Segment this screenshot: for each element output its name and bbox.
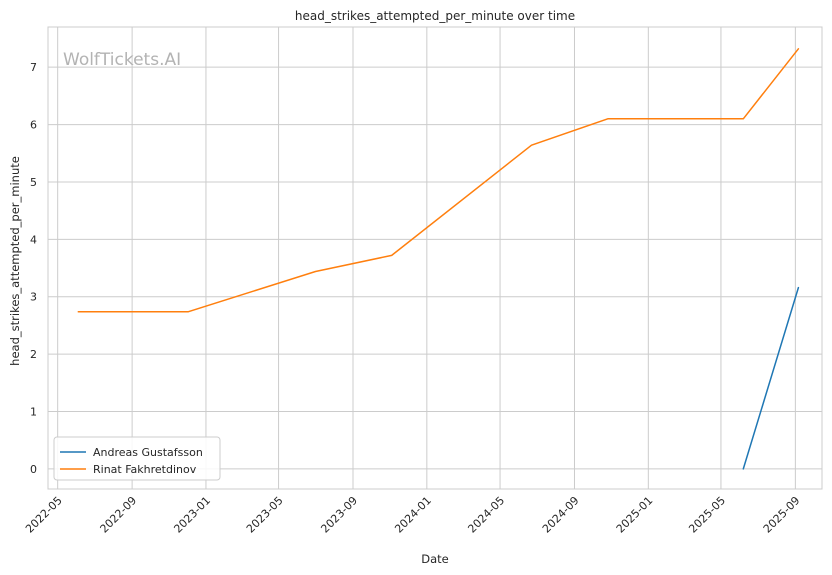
series-line-1: [77, 48, 800, 313]
series-layer: [77, 48, 800, 470]
legend-label: Andreas Gustafsson: [93, 446, 203, 459]
y-tick-label: 0: [30, 463, 37, 476]
y-axis-title: head_strikes_attempted_per_minute: [8, 156, 22, 366]
series-line-0: [742, 286, 800, 470]
legend-box: [53, 436, 221, 481]
y-tick-label: 7: [30, 61, 37, 74]
x-axis-title: Date: [421, 552, 449, 566]
y-tick-label: 2: [30, 348, 37, 361]
y-tick-label: 4: [30, 233, 37, 246]
chart-title: head_strikes_attempted_per_minute over t…: [295, 9, 575, 23]
legend-label: Rinat Fakhretdinov: [93, 463, 197, 476]
plot-frame: [47, 26, 823, 490]
watermark: WolfTickets.AI: [63, 50, 181, 70]
plot-area: [48, 27, 822, 489]
y-tick-label: 6: [30, 119, 37, 132]
y-tick-label: 3: [30, 291, 37, 304]
legend: Andreas Gustafsson Rinat Fakhretdinov: [53, 436, 221, 481]
y-tick-label: 1: [30, 406, 37, 419]
y-axis-ticks: 0 1 2 3 4 5 6 7: [30, 61, 37, 476]
grid: [48, 27, 822, 489]
y-tick-label: 5: [30, 176, 37, 189]
